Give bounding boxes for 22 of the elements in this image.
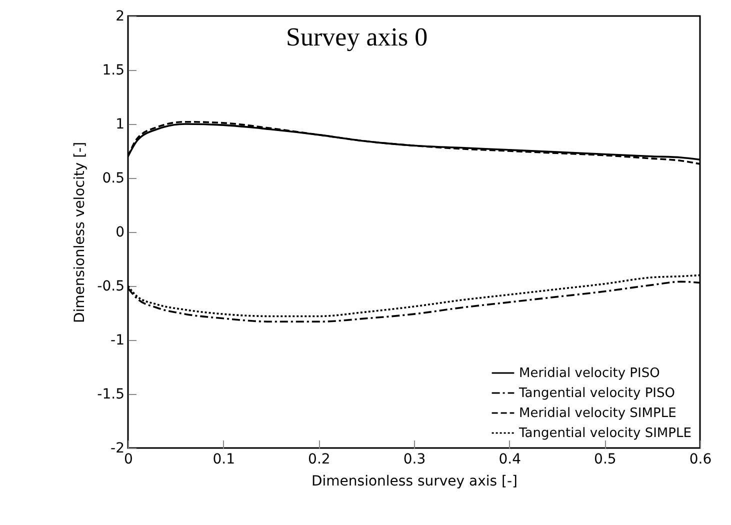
x-tick-label: 0.4 xyxy=(498,452,522,468)
legend-label: Tangential velocity SIMPLE xyxy=(518,426,692,441)
x-tick-label: 0.3 xyxy=(403,452,426,468)
x-tick-label: 0.2 xyxy=(308,452,330,468)
x-tick-label: 0.1 xyxy=(212,452,235,468)
legend-label: Tangential velocity PISO xyxy=(518,386,675,401)
y-tick-label: 1.5 xyxy=(102,62,124,78)
x-axis-title: Dimensionless survey axis [-] xyxy=(312,474,518,490)
y-tick-label: 1 xyxy=(116,116,124,132)
chart-title: Survey axis 0 xyxy=(286,22,428,52)
y-tick-label: -1.5 xyxy=(97,386,124,402)
y-tick-label: 0.5 xyxy=(102,170,124,186)
y-tick-label: -2 xyxy=(110,440,124,456)
y-tick-label: 2 xyxy=(116,8,124,24)
y-tick-label: -0.5 xyxy=(97,278,124,294)
x-tick-label: 0.6 xyxy=(689,452,712,468)
legend-label: Meridial velocity SIMPLE xyxy=(519,406,676,421)
x-tick-label: 0.5 xyxy=(594,452,616,468)
y-tick-label: 0 xyxy=(116,224,124,240)
y-axis-title: Dimensionless velocity [-] xyxy=(72,142,88,324)
legend-label: Meridial velocity PISO xyxy=(519,366,660,381)
y-tick-label: -1 xyxy=(110,332,124,348)
